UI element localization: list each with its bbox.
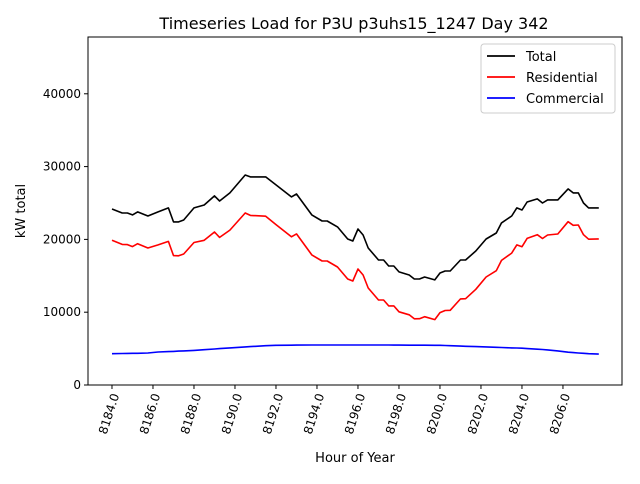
y-tick-label: 20000 <box>43 232 81 246</box>
series-line-commercial <box>111 344 599 355</box>
y-tick-label: 30000 <box>43 160 81 174</box>
legend-label-commercial: Commercial <box>526 92 604 107</box>
legend-box <box>480 43 616 114</box>
x-axis-label: Hour of Year <box>315 451 395 466</box>
legend-label-residential: Residential <box>526 71 598 86</box>
legend-label-total: Total <box>525 50 556 65</box>
legend: Total Residential Commercial <box>480 43 616 114</box>
y-axis-label: kW total <box>14 184 29 238</box>
y-tick-label: 10000 <box>43 305 81 319</box>
y-tick-label: 40000 <box>43 87 81 101</box>
series-line-total <box>111 174 599 281</box>
series-layer <box>111 174 599 355</box>
plot-frame <box>87 36 623 386</box>
y-axis: 0 10000 20000 30000 40000 <box>43 87 88 392</box>
series-line-residential <box>111 212 599 321</box>
chart-title: Timeseries Load for P3U p3uhs15_1247 Day… <box>158 14 548 34</box>
y-tick-label: 0 <box>73 378 81 392</box>
